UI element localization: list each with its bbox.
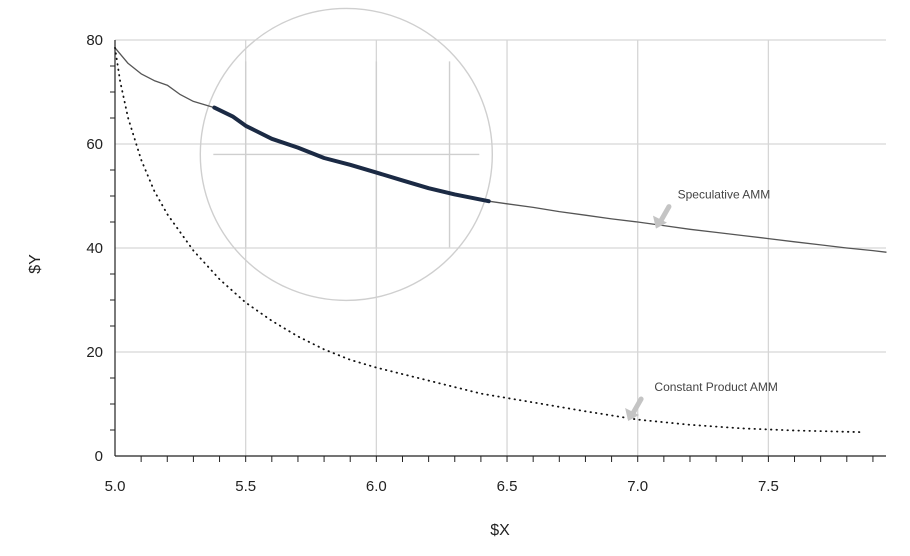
- x-tick-label: 6.0: [366, 478, 387, 495]
- annotation-arrow-icon: [630, 396, 644, 416]
- annotation-label: Constant Product AMM: [654, 380, 777, 394]
- y-axis-label: $Y: [27, 254, 44, 274]
- axes: [110, 40, 886, 462]
- y-tick-label: 40: [86, 240, 103, 257]
- x-tick-label: 6.5: [497, 478, 518, 495]
- annotations: Speculative AMM Constant Product AMM: [625, 188, 778, 421]
- highlighted-segment-line: [212, 105, 491, 204]
- magnifier-circle: [199, 7, 493, 302]
- annotation-arrow-head-icon: [652, 215, 667, 229]
- x-tick-label: 7.5: [758, 478, 779, 495]
- y-tick-label: 20: [86, 344, 103, 361]
- series-layer: [114, 46, 887, 434]
- annotation-arrow-head-icon: [625, 408, 640, 421]
- annotation-arrow-icon: [658, 204, 672, 224]
- tick-labels: 0 20 40 60 80 5.0 5.5 6.0 6.5 7.0 7.5: [86, 32, 779, 495]
- constant-product-amm-line: [114, 46, 861, 434]
- x-tick-label: 5.0: [105, 478, 126, 495]
- y-tick-label: 60: [86, 136, 103, 153]
- magnifier: [199, 7, 493, 302]
- x-tick-label: 7.0: [627, 478, 648, 495]
- x-tick-label: 5.5: [235, 478, 256, 495]
- speculative-amm-line: [114, 47, 887, 253]
- x-axis-label: $X: [490, 522, 510, 539]
- y-tick-label: 0: [95, 448, 103, 465]
- annotation-label: Speculative AMM: [678, 188, 771, 202]
- y-tick-label: 80: [86, 32, 103, 49]
